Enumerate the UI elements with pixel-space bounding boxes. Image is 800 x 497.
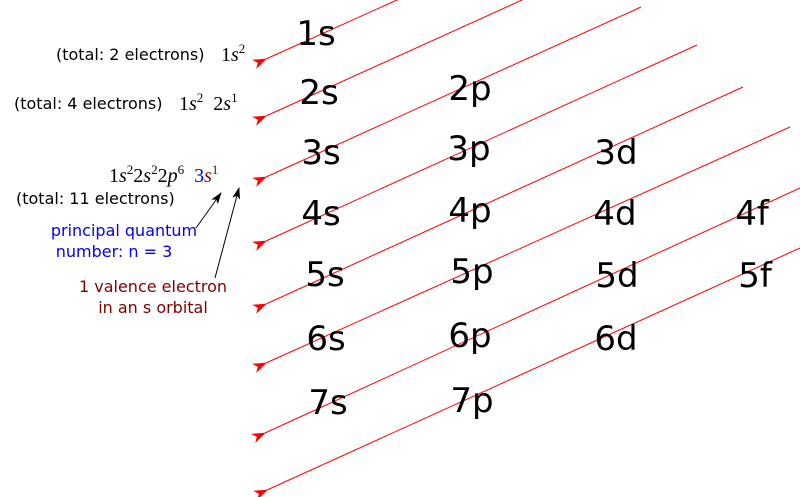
- orbital-label: 4f: [735, 194, 770, 234]
- diagonal-arrow: [252, 44, 698, 251]
- annotation-4-electrons: (total: 4 electrons) 1s2 2s1: [14, 90, 238, 115]
- orbital-label: 3p: [447, 129, 490, 169]
- principal-quantum-label: number: n = 3: [56, 242, 173, 261]
- orbital-label: 5s: [305, 255, 344, 295]
- diagonal-arrow: [253, 247, 800, 497]
- pointer-arrow: [195, 192, 222, 229]
- principal-quantum-label: principal quantum: [51, 221, 197, 240]
- filling-order-arrows: [251, 0, 800, 497]
- orbital-label: 5f: [738, 256, 773, 296]
- diagonal-arrow: [251, 187, 800, 443]
- pointer-arrow: [214, 187, 241, 279]
- total-electrons-label: (total: 4 electrons): [14, 94, 163, 113]
- annotation-2-electrons: (total: 2 electrons) 1s2: [56, 41, 245, 66]
- electron-configuration: 1s2 2s1: [179, 90, 238, 115]
- orbital-label: 1s: [296, 14, 335, 54]
- orbital-label: 2s: [299, 73, 338, 113]
- orbital-label: 6p: [448, 316, 491, 356]
- orbital-label: 6d: [594, 319, 637, 359]
- orbital-labels: 1s 2s 2p 3s 3p 3d 4s 4p 4d 4f 5s 5p 5d 5…: [296, 14, 773, 423]
- orbital-label: 7p: [450, 381, 493, 421]
- diagonal-arrow: [252, 86, 744, 314]
- diagonal-arrow: [252, 6, 642, 187]
- valence-electron-label: 1 valence electron: [79, 277, 227, 296]
- electron-configuration: 1s22s22p6 3s1: [109, 162, 218, 187]
- orbital-label: 5d: [595, 256, 638, 296]
- orbital-label: 7s: [308, 383, 347, 423]
- total-electrons-label: (total: 2 electrons): [56, 45, 205, 64]
- total-electrons-label: (total: 11 electrons): [16, 189, 175, 208]
- orbital-label: 4d: [593, 194, 636, 234]
- orbital-label: 5p: [450, 252, 493, 292]
- annotation-11-electrons: 1s22s22p6 3s1 (total: 11 electrons) princ…: [16, 162, 241, 317]
- valence-electron-label: in an s orbital: [98, 298, 208, 317]
- orbital-label: 2p: [448, 69, 491, 109]
- orbital-label: 3s: [301, 133, 340, 173]
- diagonal-arrow: [252, 0, 398, 69]
- orbital-label: 4p: [448, 191, 491, 231]
- orbital-label: 4s: [301, 194, 340, 234]
- orbital-label: 6s: [306, 319, 345, 359]
- orbital-label: 3d: [594, 133, 637, 173]
- diagonal-arrow: [252, 0, 523, 126]
- electron-configuration: 1s2: [221, 41, 245, 66]
- diagonal-arrow: [252, 126, 791, 373]
